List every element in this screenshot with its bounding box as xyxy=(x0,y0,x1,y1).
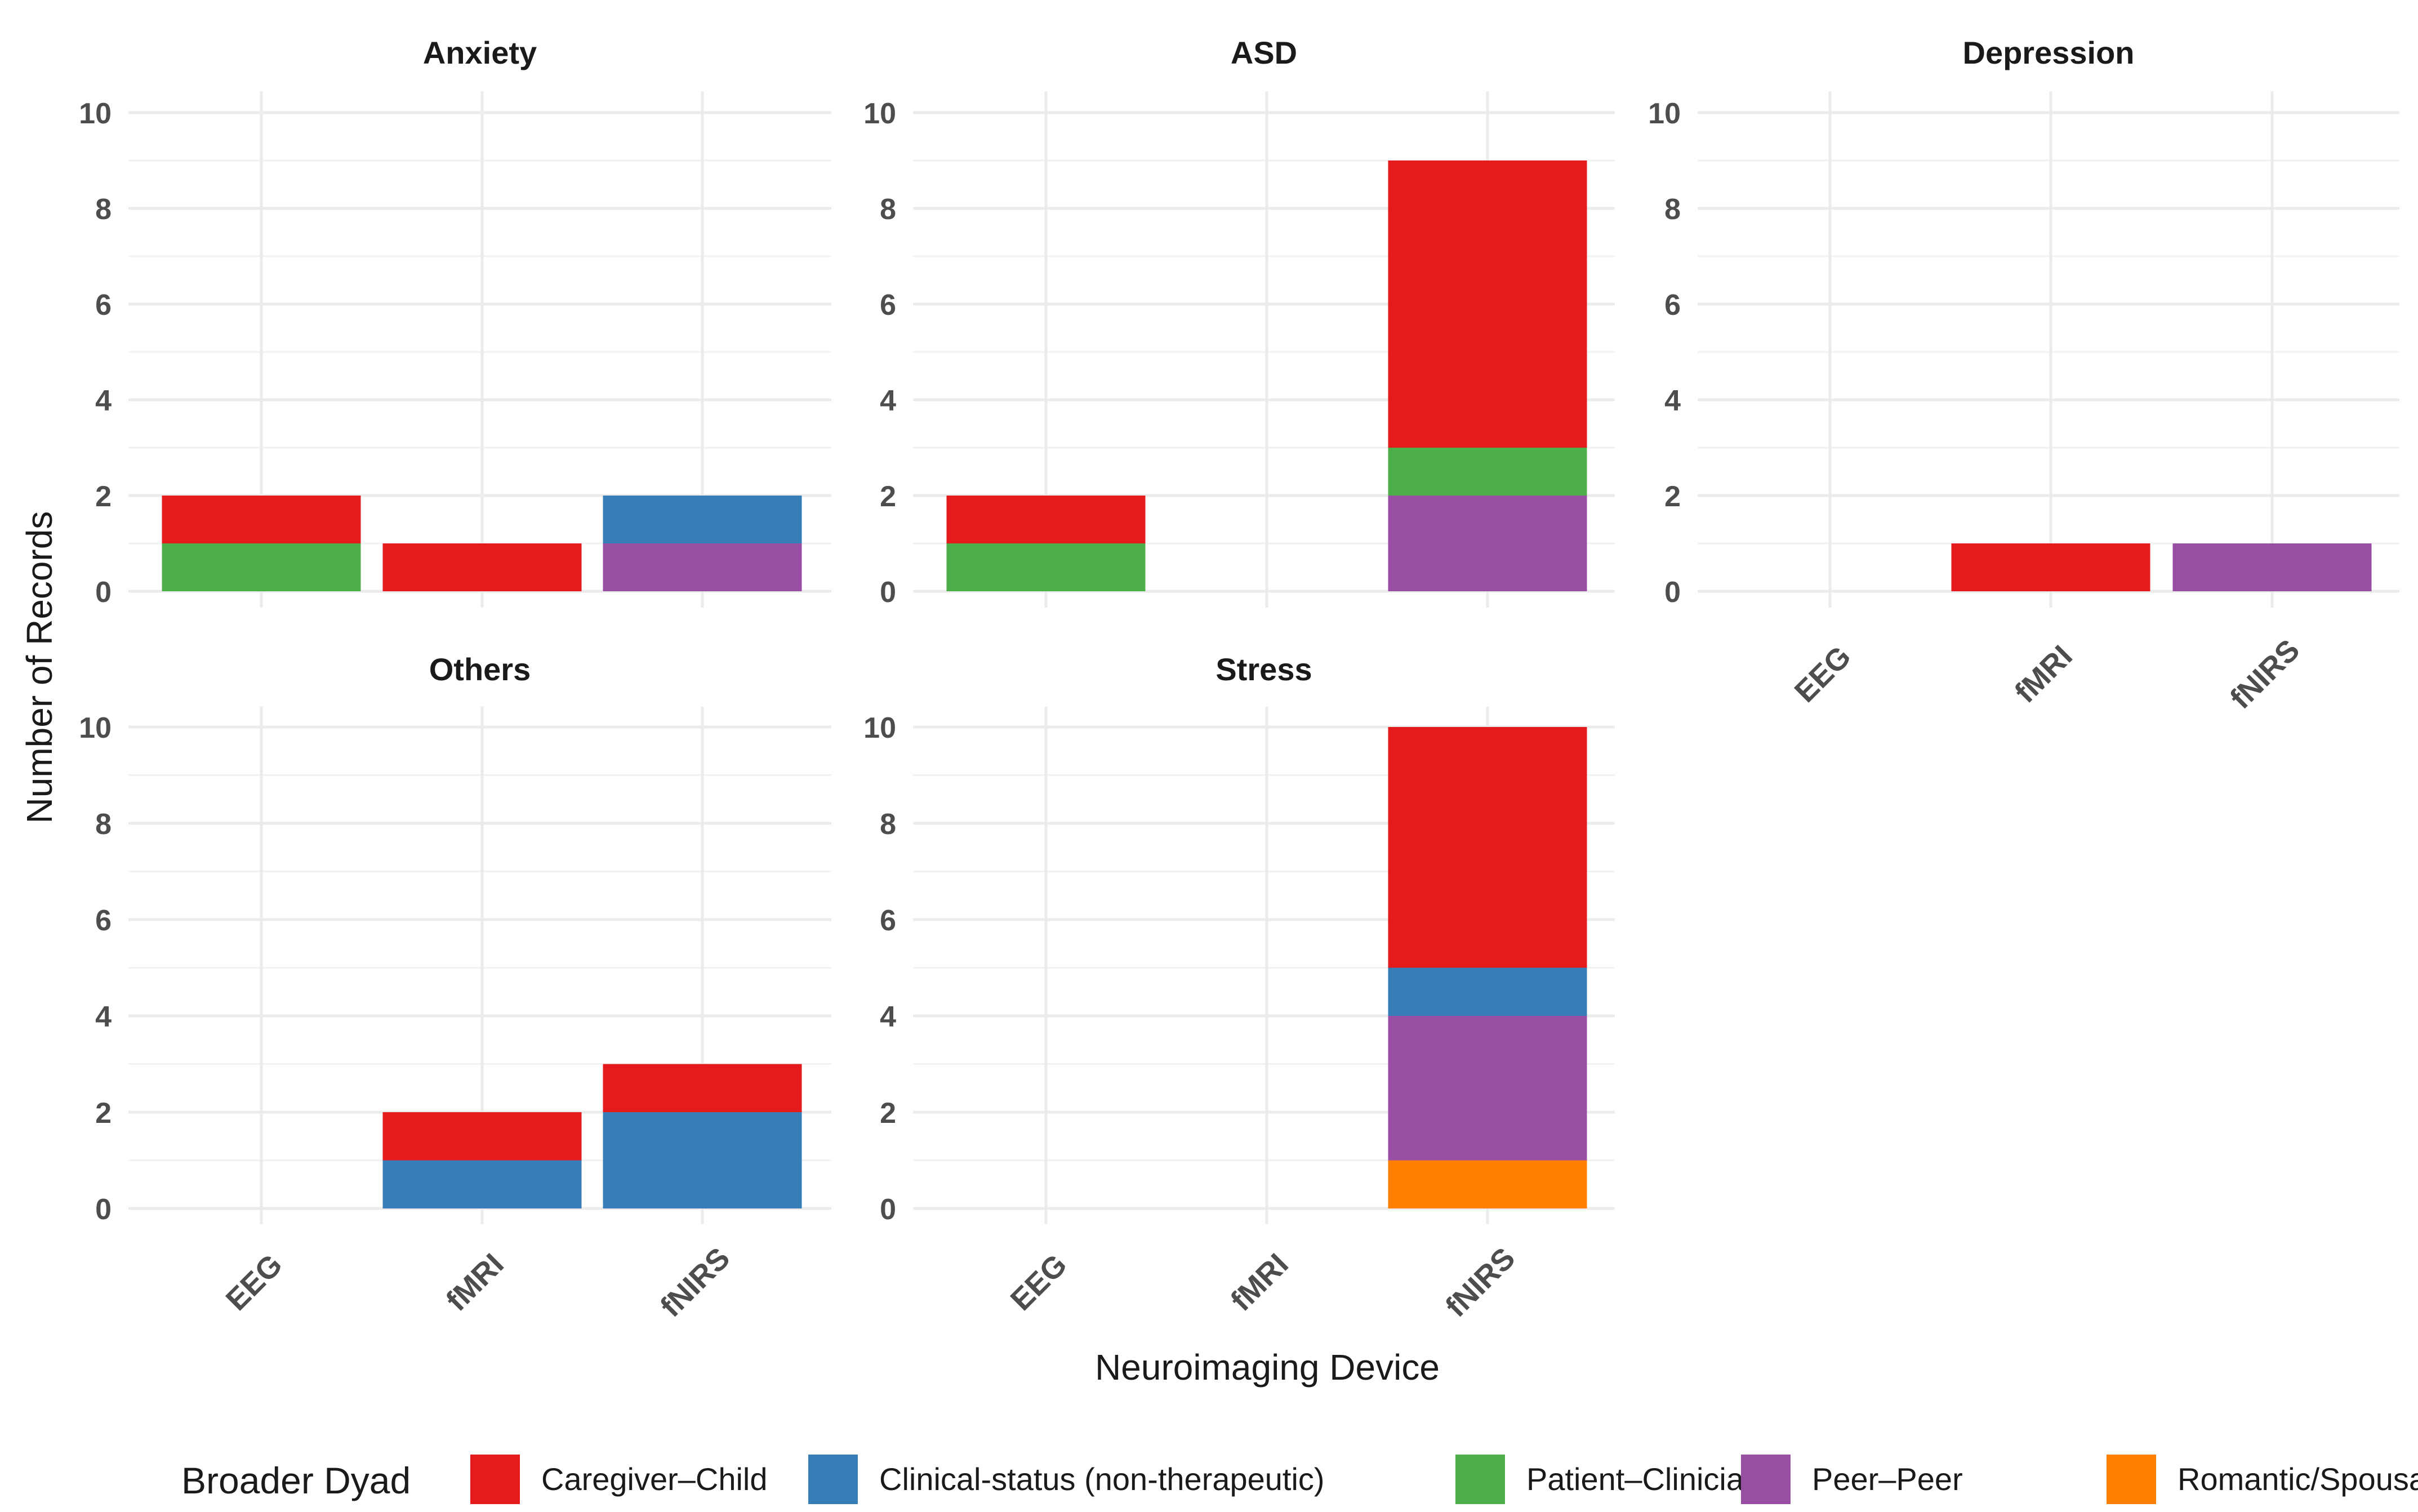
bar-asd-eeg-caregiver-child xyxy=(946,496,1146,543)
y-tick-label: 0 xyxy=(880,1193,896,1226)
legend-key-patient-clinician xyxy=(1455,1455,1505,1504)
bar-stress-fnirs-clinical-status-non-therapeutic xyxy=(1388,967,1587,1016)
bar-anxiety-eeg-patient-clinician xyxy=(162,543,361,591)
y-tick-label: 0 xyxy=(880,576,896,609)
panel-title-asd: ASD xyxy=(1231,35,1297,70)
bar-asd-fnirs-caregiver-child xyxy=(1388,160,1587,448)
panel-asd: ASD 0 2 4 6 8 10 xyxy=(863,35,1615,609)
panel-anxiety: Anxiety 0 2 4 6 8 10 xyxy=(79,35,831,609)
y-tick-label: 0 xyxy=(95,1193,112,1226)
y-tick-label: 0 xyxy=(95,576,112,609)
bar-anxiety-fmri-caregiver-child xyxy=(382,543,582,591)
y-tick-label: 6 xyxy=(95,904,112,937)
y-tick-label: 6 xyxy=(880,289,896,322)
y-tick-label: 6 xyxy=(1664,289,1681,322)
bar-asd-fnirs-peer-peer xyxy=(1388,496,1587,591)
panel-title-stress: Stress xyxy=(1215,652,1312,687)
y-tick-label: 10 xyxy=(1648,97,1681,130)
y-tick-label: 4 xyxy=(1664,385,1681,417)
legend: Broader Dyad Caregiver–Child Clinical-sta… xyxy=(181,1455,2418,1504)
legend-key-clinical-status-non-therapeutic xyxy=(808,1455,858,1504)
y-tick-label: 8 xyxy=(880,193,896,226)
y-tick-label: 0 xyxy=(1664,576,1681,609)
bar-others-fnirs-clinical-status-non-therapeutic xyxy=(603,1112,802,1208)
y-tick-label: 4 xyxy=(95,385,112,417)
y-tick-label: 10 xyxy=(79,97,112,130)
bar-asd-eeg-patient-clinician xyxy=(946,543,1146,591)
x-axis-title: Neuroimaging Device xyxy=(1095,1347,1440,1388)
bar-stress-fnirs-peer-peer xyxy=(1388,1016,1587,1161)
bar-others-fmri-caregiver-child xyxy=(382,1112,582,1161)
bar-others-fnirs-caregiver-child xyxy=(603,1064,802,1112)
bar-stress-fnirs-romantic-spousal xyxy=(1388,1160,1587,1208)
y-tick-label: 2 xyxy=(880,1097,896,1130)
bar-asd-fnirs-patient-clinician xyxy=(1388,448,1587,496)
y-tick-label: 4 xyxy=(95,1001,112,1033)
legend-label-clinical-status-non-therapeutic: Clinical-status (non-therapeutic) xyxy=(879,1461,1325,1497)
y-tick-label: 8 xyxy=(1664,193,1681,226)
y-tick-label: 8 xyxy=(880,808,896,841)
legend-key-romantic-spousal xyxy=(2107,1455,2156,1504)
legend-label-caregiver-child: Caregiver–Child xyxy=(541,1461,768,1497)
y-tick-label: 2 xyxy=(95,480,112,513)
bar-depression-fnirs-peer-peer xyxy=(2172,543,2372,591)
bar-anxiety-fnirs-clinical-status-non-therapeutic xyxy=(603,496,802,543)
legend-label-patient-clinician: Patient–Clinician xyxy=(1526,1461,1761,1497)
y-tick-label: 6 xyxy=(95,289,112,322)
y-tick-label: 6 xyxy=(880,904,896,937)
legend-label-peer-peer: Peer–Peer xyxy=(1812,1461,1963,1497)
legend-key-peer-peer xyxy=(1741,1455,1791,1504)
bar-stress-fnirs-caregiver-child xyxy=(1388,727,1587,968)
y-tick-label: 10 xyxy=(863,97,896,130)
bar-depression-fmri-caregiver-child xyxy=(1951,543,2150,591)
y-tick-label: 2 xyxy=(880,480,896,513)
y-tick-label: 2 xyxy=(95,1097,112,1130)
panel-title-others: Others xyxy=(429,652,531,687)
legend-title: Broader Dyad xyxy=(181,1460,411,1501)
y-tick-label: 8 xyxy=(95,193,112,226)
panel-title-depression: Depression xyxy=(1963,35,2135,70)
y-tick-label: 10 xyxy=(79,712,112,744)
legend-label-romantic-spousal: Romantic/Spousal xyxy=(2177,1461,2418,1497)
y-tick-label: 10 xyxy=(863,712,896,744)
y-tick-label: 4 xyxy=(880,1001,896,1033)
bar-anxiety-fnirs-peer-peer xyxy=(603,543,802,591)
y-tick-label: 8 xyxy=(95,808,112,841)
y-axis-title: Number of Records xyxy=(19,511,60,824)
y-tick-label: 2 xyxy=(1664,480,1681,513)
panel-title-anxiety: Anxiety xyxy=(423,35,537,70)
bar-anxiety-eeg-caregiver-child xyxy=(162,496,361,543)
bar-others-fmri-clinical-status-non-therapeutic xyxy=(382,1160,582,1208)
legend-key-caregiver-child xyxy=(470,1455,520,1504)
y-tick-label: 4 xyxy=(880,385,896,417)
